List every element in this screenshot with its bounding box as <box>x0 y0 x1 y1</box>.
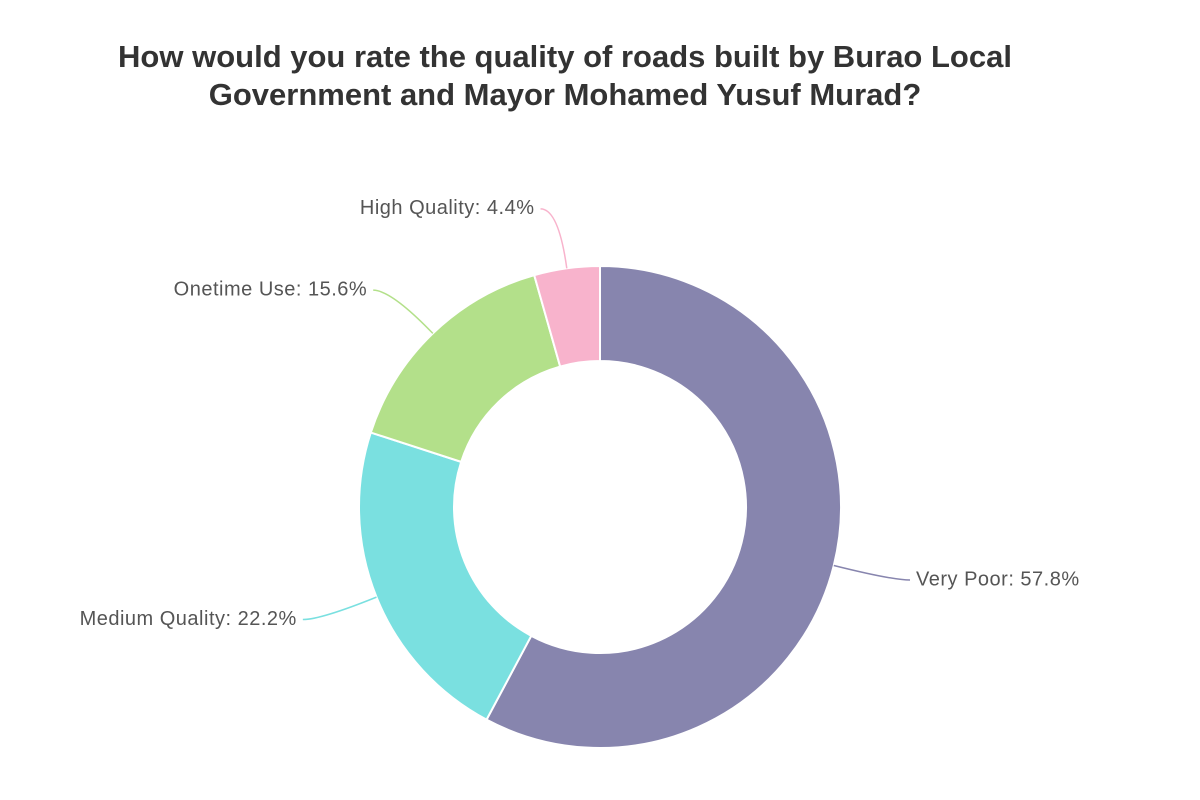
chart-title: How would you rate the quality of roads … <box>118 39 1012 112</box>
data-label: Medium Quality: 22.2% <box>80 608 297 630</box>
label-connector <box>540 208 568 269</box>
data-label: High Quality: 4.4% <box>360 197 535 219</box>
label-connector <box>302 596 377 621</box>
donut-slice <box>358 431 533 721</box>
donut-slice <box>485 264 842 749</box>
label-connector <box>373 289 434 334</box>
donut-slice <box>532 264 601 368</box>
label-connector <box>833 564 911 581</box>
data-label: Very Poor: 57.8% <box>916 568 1080 590</box>
data-label: Onetime Use: 15.6% <box>174 278 368 300</box>
